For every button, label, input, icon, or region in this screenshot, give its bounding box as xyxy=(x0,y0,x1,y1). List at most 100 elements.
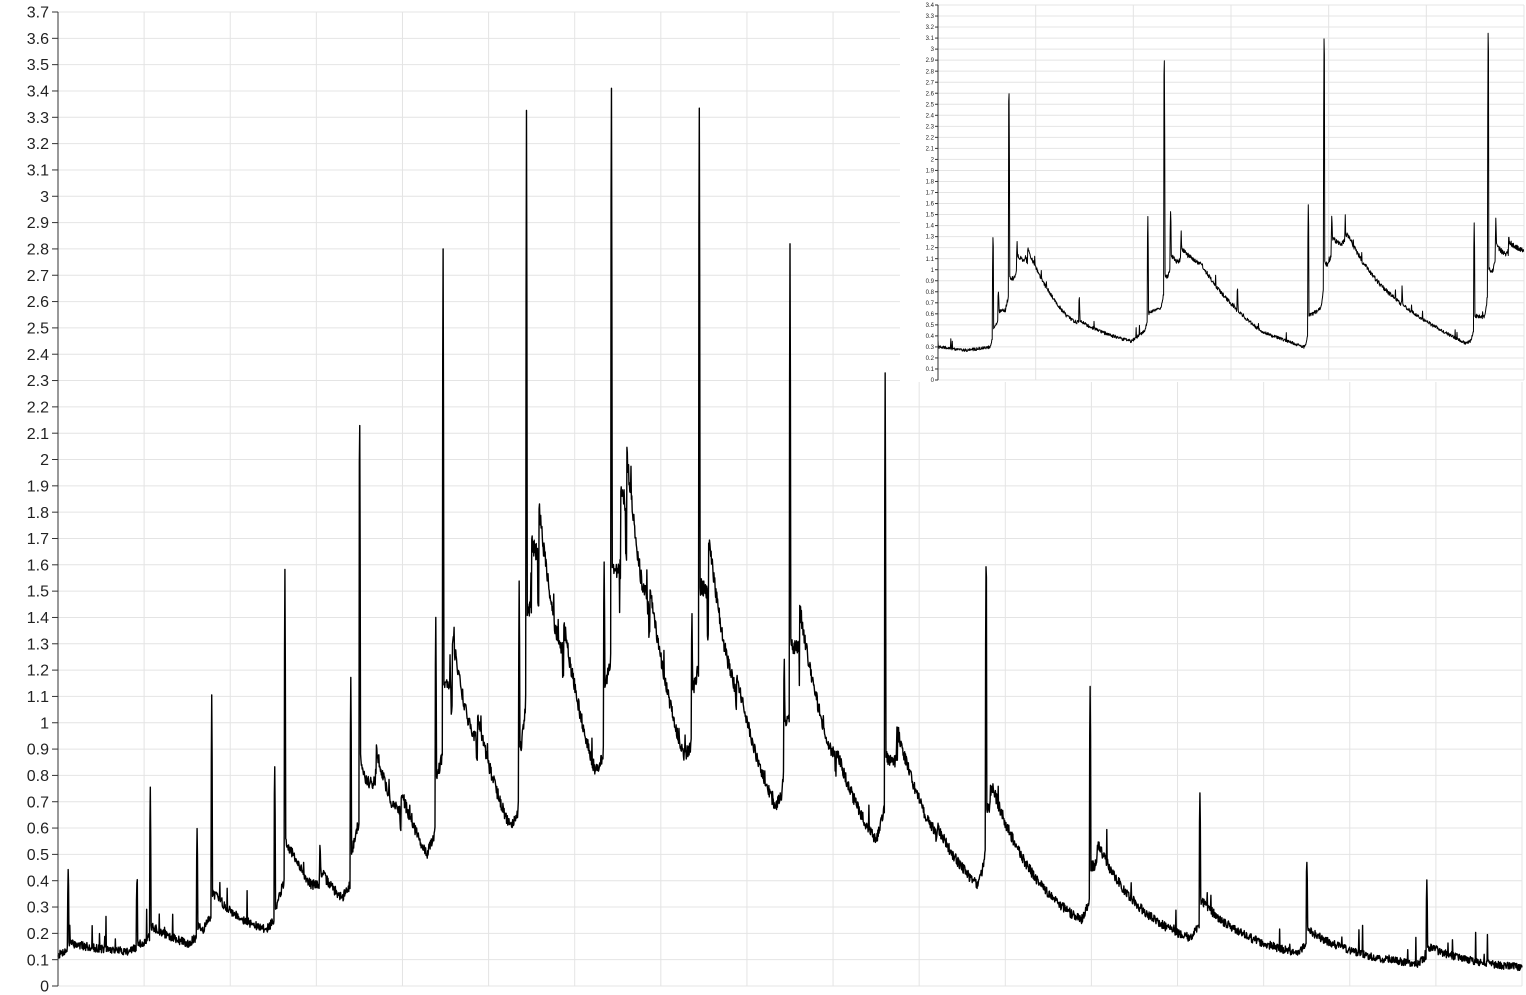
y-tick-label: 3.1 xyxy=(27,163,49,180)
y-tick-label: 1.8 xyxy=(926,180,935,186)
y-tick-label: 2.7 xyxy=(926,80,935,86)
y-tick-label: 2.4 xyxy=(926,113,935,119)
inset-y-axis: 0 0.1 0.2 0.3 0.4 0.5 0.6 0.7 0.8 0.9 1 1.1 1.2 1.3 1.… xyxy=(926,3,939,382)
peak-point xyxy=(1017,239,1018,240)
y-tick-label: 2.3 xyxy=(926,124,935,130)
y-tick-label: 2.1 xyxy=(27,426,49,443)
peak-point xyxy=(986,549,987,550)
series-line xyxy=(57,87,1523,972)
series-line xyxy=(937,32,1525,352)
y-tick-label: 3.4 xyxy=(926,3,935,9)
inset-chart: 0 0.1 0.2 0.3 0.4 0.5 0.6 0.7 0.8 0.9 1 1.1 1.2 1.3 1.… xyxy=(926,3,1525,382)
y-tick-label: 1.9 xyxy=(926,169,935,175)
peak-point xyxy=(1331,211,1332,212)
y-tick-label: 2.4 xyxy=(27,347,49,364)
y-tick-label: 0.7 xyxy=(926,301,935,307)
y-tick-label: 0.5 xyxy=(27,847,49,864)
y-tick-label: 0.9 xyxy=(926,279,935,285)
y-tick-label: 0.3 xyxy=(27,900,49,917)
main-series xyxy=(57,54,1523,972)
y-tick-label: 2.7 xyxy=(27,268,49,285)
y-tick-label: 2.3 xyxy=(27,373,49,390)
y-tick-label: 3 xyxy=(931,47,935,53)
peak-point xyxy=(274,754,275,755)
y-tick-label: 2.1 xyxy=(926,146,935,152)
y-tick-label: 3 xyxy=(40,189,49,206)
y-tick-label: 3.3 xyxy=(926,14,935,20)
y-tick-label: 1 xyxy=(40,715,49,732)
y-tick-label: 2.6 xyxy=(27,294,49,311)
y-tick-label: 1.3 xyxy=(27,636,49,653)
y-tick-label: 1.5 xyxy=(27,584,49,601)
y-tick-label: 0 xyxy=(40,979,49,995)
y-tick-label: 1.2 xyxy=(926,246,935,252)
inset-gridlines xyxy=(938,4,1525,381)
peak-point xyxy=(538,625,539,626)
y-tick-label: 1.1 xyxy=(27,689,49,706)
peak-point xyxy=(835,814,836,815)
peak-point xyxy=(476,783,477,784)
y-tick-label: 2.9 xyxy=(27,215,49,232)
y-tick-label: 0.6 xyxy=(926,312,935,318)
peak-point xyxy=(563,754,564,755)
peak-point xyxy=(611,54,612,55)
y-tick-label: 2.9 xyxy=(926,58,935,64)
y-tick-label: 0.5 xyxy=(926,323,935,329)
y-tick-label: 0.4 xyxy=(27,873,49,890)
peak-point xyxy=(691,612,692,613)
y-tick-label: 1.4 xyxy=(27,610,49,627)
y-tick-label: 3.6 xyxy=(27,31,49,48)
peak-point xyxy=(1079,293,1080,294)
y-tick-label: 0 xyxy=(931,378,935,382)
y-tick-label: 3.1 xyxy=(926,36,935,42)
peak-point xyxy=(1508,228,1509,229)
y-tick-label: 0.7 xyxy=(27,794,49,811)
peak-point xyxy=(1237,282,1238,283)
y-tick-label: 0.8 xyxy=(27,768,49,785)
y-tick-label: 2.8 xyxy=(27,242,49,259)
peak-point xyxy=(150,783,151,784)
peak-point xyxy=(1402,282,1403,283)
y-tick-label: 0.8 xyxy=(926,290,935,296)
y-tick-label: 1.4 xyxy=(926,224,935,230)
peak-point xyxy=(735,783,736,784)
peak-point xyxy=(1147,211,1148,212)
y-tick-label: 1.1 xyxy=(926,257,935,263)
peak-point xyxy=(1308,201,1309,202)
y-tick-label: 1 xyxy=(931,268,935,274)
peak-point xyxy=(1008,62,1009,63)
peak-point xyxy=(359,388,360,389)
y-tick-label: 1.6 xyxy=(926,202,935,208)
y-tick-label: 2.6 xyxy=(926,91,935,97)
peak-point xyxy=(320,841,321,842)
y-tick-label: 0.9 xyxy=(27,742,49,759)
y-tick-label: 0.2 xyxy=(27,926,49,943)
peak-point xyxy=(1181,230,1182,231)
main-y-axis: 0 0.1 0.2 0.3 0.4 0.5 0.6 0.7 0.8 0.9 1 1.1 1.2 1.3 1.… xyxy=(27,5,59,995)
y-tick-label: 2.8 xyxy=(926,69,935,75)
peak-point xyxy=(443,227,444,228)
y-tick-label: 3.4 xyxy=(27,84,49,101)
y-tick-label: 3.5 xyxy=(27,57,49,74)
y-tick-label: 0.1 xyxy=(27,952,49,969)
y-tick-label: 3.3 xyxy=(27,110,49,127)
peak-point xyxy=(993,226,994,227)
y-tick-label: 2 xyxy=(931,158,935,164)
peak-point xyxy=(1345,212,1346,213)
y-tick-label: 1.8 xyxy=(27,505,49,522)
y-tick-label: 0.6 xyxy=(27,821,49,838)
y-tick-label: 2.5 xyxy=(926,102,935,108)
y-tick-label: 2.5 xyxy=(27,320,49,337)
y-tick-label: 0.4 xyxy=(926,334,935,340)
peak-point xyxy=(936,846,937,847)
y-tick-label: 2.2 xyxy=(926,135,935,141)
inset-series xyxy=(937,32,1525,352)
peak-point xyxy=(1170,206,1171,207)
y-tick-label: 1.3 xyxy=(926,235,935,241)
y-tick-label: 0.1 xyxy=(926,367,935,373)
y-tick-label: 1.6 xyxy=(27,557,49,574)
y-tick-label: 2 xyxy=(40,452,49,469)
peak-point xyxy=(1306,857,1307,858)
peak-point xyxy=(699,72,700,73)
y-tick-label: 1.7 xyxy=(27,531,49,548)
